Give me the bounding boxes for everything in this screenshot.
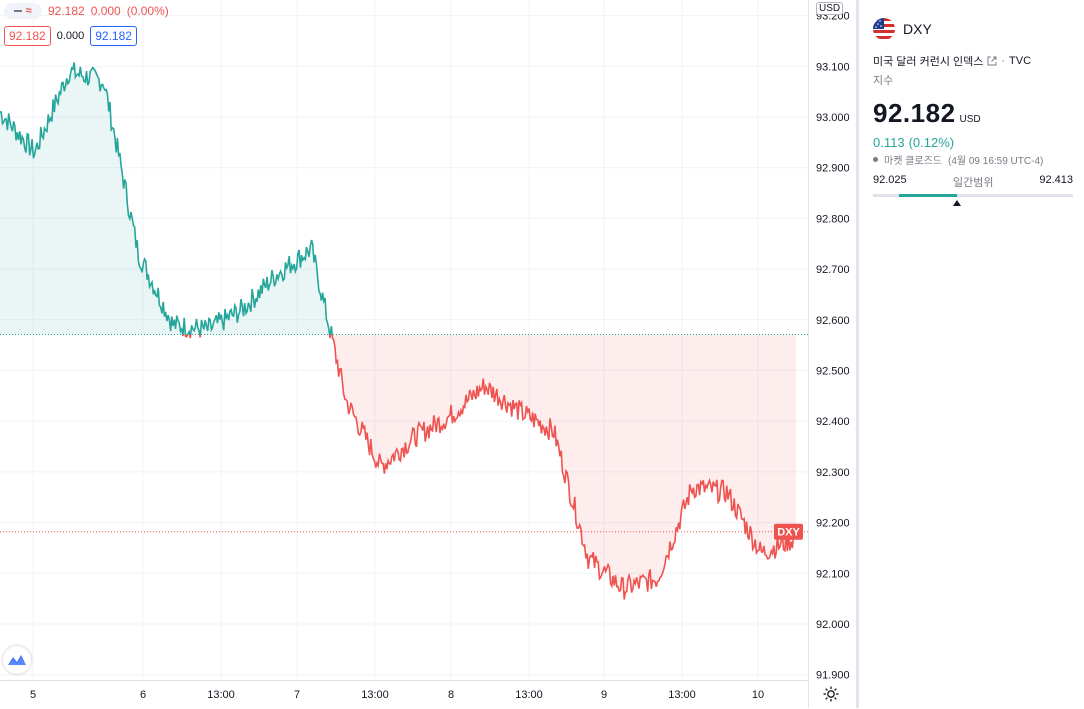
price-line-below[interactable] [0,62,797,600]
approx-icon: ≈ [25,5,32,17]
day-range-low: 92.025 [873,174,907,186]
last-price-symbol-tag[interactable]: DXY [774,523,803,540]
area-fill-above-baseline [0,62,333,335]
price-axis[interactable]: 93.200 93.100 93.000 92.900 92.800 92.700 92.6… [808,0,857,708]
time-tick-label: 13:00 [515,689,543,701]
day-range-label: 일간범위 [953,177,994,189]
chart-pane[interactable]: DXY ≈ 92.182 0.000 (0.00%) 92.182 0.000 … [0,0,808,680]
bid-box[interactable]: 92.182 [4,26,51,46]
price-line-above[interactable] [0,62,796,599]
time-axis[interactable]: 5 6 13:00 7 13:00 8 13:00 9 13:00 10 [0,680,808,709]
tradingview-logo-icon [8,655,26,665]
currency-label[interactable]: USD [816,2,844,15]
symbol-description-row: 미국 달러 커런시 인덱스 · TVC [873,53,1031,69]
symbol-name: DXY [903,21,932,37]
day-range-high: 92.413 [1039,174,1073,186]
spread-value: 0.000 [56,30,85,42]
area-fill-below-baseline [0,334,796,600]
time-tick-label: 13:00 [207,689,235,701]
ask-box[interactable]: 92.182 [90,26,137,46]
price-change-pct: (0.12%) [908,135,955,150]
price-tick-label: 92.000 [816,619,850,631]
symbol-tag-label: DXY [777,527,800,539]
time-tick-label: 10 [752,689,764,701]
time-tick-label: 13:00 [668,689,696,701]
market-status-row: 마켓 클로즈드 (4월 09 16:59 UTC-4) [873,152,1043,167]
price-tick-label: 92.300 [816,467,850,479]
market-status: 마켓 클로즈드 [884,156,942,167]
symbol-details-panel: DXY 미국 달러 커런시 인덱스 · TVC 지수 92.182 USD 0.… [859,0,1084,708]
symbol-description[interactable]: 미국 달러 커런시 인덱스 [873,56,984,68]
change-block: 0.113 (0.12%) [873,135,954,150]
price-tick-label: 92.900 [816,163,850,175]
price-tick-label: 92.400 [816,416,850,428]
us-flag-icon [873,18,895,40]
ohlc-legend: ≈ 92.182 0.000 (0.00%) [4,3,169,19]
day-range-marker-icon [953,200,961,206]
price-change: 0.113 [873,135,905,150]
symbol-header[interactable]: DXY [873,18,932,40]
minus-icon [14,10,23,12]
time-tick-label: 6 [140,689,146,701]
price-chart[interactable]: DXY [0,0,808,680]
time-tick-label: 9 [601,689,607,701]
price-tick-label: 92.200 [816,518,850,530]
price-tick-label: 93.000 [816,112,850,124]
price-tick-label: 92.100 [816,568,850,580]
time-tick-label: 5 [30,689,36,701]
day-range-fill [899,194,957,197]
price-tick-label: 92.800 [816,213,850,225]
panel-divider[interactable] [856,0,859,708]
price-block: 92.182 USD [873,98,981,129]
time-tick-label: 7 [294,689,300,701]
price-tick-label: 92.500 [816,366,850,378]
legend-last-price: 92.182 [48,4,85,18]
time-axis-labels: 5 6 13:00 7 13:00 8 13:00 9 13:00 10 [30,689,764,701]
price-tick-label: 92.600 [816,315,850,327]
symbol-type: 지수 [873,75,894,87]
bid-ask-row: 92.182 0.000 92.182 [4,26,137,46]
tradingview-logo[interactable] [3,646,31,674]
separator-dot: · [1001,55,1006,67]
day-range-track [873,194,1073,197]
price-tick-label: 91.900 [816,670,850,682]
legend-change: 0.000 [90,4,121,18]
price-tick-label: 92.700 [816,264,850,276]
status-timestamp: (4월 09 16:59 UTC-4) [947,156,1044,167]
settings-gear-icon[interactable] [822,685,840,703]
price-axis-labels: 93.20093.10093.00092.90092.80092.70092.6… [816,11,850,682]
time-tick-label: 13:00 [361,689,389,701]
external-link-icon[interactable] [987,56,997,66]
legend-toggle-button[interactable]: ≈ [4,3,42,19]
current-price: 92.182 [873,98,956,128]
market-status-dot-icon [873,157,878,162]
symbol-tag-background [774,523,803,540]
exchange-name: TVC [1009,55,1032,67]
price-tick-label: 93.100 [816,61,850,73]
time-tick-label: 8 [448,689,454,701]
price-currency: USD [959,114,981,125]
legend-change-pct: (0.00%) [126,4,169,18]
